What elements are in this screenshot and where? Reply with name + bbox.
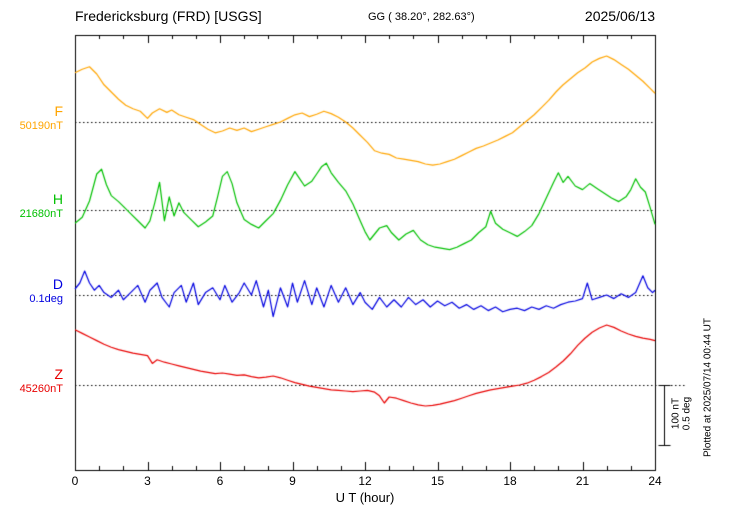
x-tick-label: 15 <box>430 474 445 488</box>
plot-date: 2025/06/13 <box>584 8 655 24</box>
x-tick-label: 6 <box>216 474 224 488</box>
x-tick-label: 9 <box>289 474 296 488</box>
series-baseline-f: 50190nT <box>19 120 63 132</box>
x-tick-label: 24 <box>648 474 662 488</box>
x-tick-label: 18 <box>503 474 517 488</box>
series-baseline-h: 21680nT <box>19 208 63 220</box>
x-tick-label: 12 <box>358 474 372 488</box>
series-label-h: H <box>52 191 63 207</box>
series-label-z: Z <box>54 366 63 382</box>
series-label-d: D <box>52 276 63 292</box>
geographic-coords: GG ( 38.20°, 282.63°) <box>368 11 475 23</box>
plotted-at-note: Plotted at 2025/07/14 00:44 UT <box>702 318 714 457</box>
scale-bar-nt-label: 100 nT <box>670 397 682 430</box>
scale-bar-deg-label: 0.5 deg <box>681 396 693 431</box>
series-baseline-z: 45260nT <box>19 383 63 395</box>
series-baseline-d: 0.1deg <box>29 293 63 305</box>
station-title: Fredericksburg (FRD) [USGS] <box>75 8 262 24</box>
x-axis-label: U T (hour) <box>335 490 395 505</box>
x-tick-label: 21 <box>575 474 590 488</box>
series-label-f: F <box>54 103 63 119</box>
x-tick-label: 0 <box>71 474 79 488</box>
x-tick-label: 3 <box>144 474 151 488</box>
